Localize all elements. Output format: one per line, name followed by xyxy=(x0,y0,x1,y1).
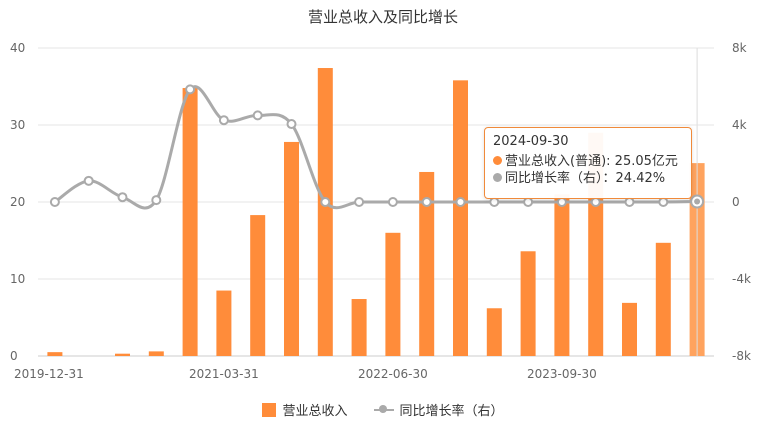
right-axis-labels: -8k -4k 0 4k 8k xyxy=(732,41,751,363)
tooltip-revenue-value: 25.05亿元 xyxy=(614,154,678,169)
right-axis-tick: 8k xyxy=(732,41,747,55)
growth-point[interactable] xyxy=(252,110,263,121)
revenue-bar[interactable] xyxy=(47,352,63,356)
growth-point[interactable] xyxy=(354,197,365,207)
x-axis-labels: 2019-12-31 2021-03-31 2022-06-30 2023-09-30 xyxy=(14,367,597,381)
revenue-bar[interactable] xyxy=(520,251,536,356)
legend-item-growth[interactable]: 同比增长率（右） xyxy=(373,400,504,419)
growth-point[interactable] xyxy=(658,197,669,207)
revenue-bar[interactable] xyxy=(419,171,435,356)
growth-point-center xyxy=(694,198,701,205)
revenue-bar[interactable] xyxy=(284,141,299,356)
revenue-bar[interactable] xyxy=(351,299,367,356)
revenue-bar[interactable] xyxy=(453,80,468,356)
revenue-bar[interactable] xyxy=(317,68,333,357)
x-axis-tick: 2021-03-31 xyxy=(189,367,259,381)
left-axis-tick: 0 xyxy=(10,349,18,363)
revenue-bar[interactable] xyxy=(148,351,164,356)
tooltip-revenue-row: 营业总收入(普通): 25.05亿元 xyxy=(493,153,683,170)
growth-point[interactable] xyxy=(387,197,398,207)
legend-label-revenue: 营业总收入 xyxy=(282,404,348,419)
revenue-bar[interactable] xyxy=(655,242,671,356)
legend-item-revenue[interactable]: 营业总收入 xyxy=(262,400,348,419)
tooltip-growth-value: 24.42% xyxy=(615,171,666,186)
growth-point[interactable] xyxy=(489,197,500,207)
left-axis-tick: 40 xyxy=(10,41,25,55)
right-axis-tick: 4k xyxy=(732,118,747,132)
legend-label-growth: 同比增长率（右） xyxy=(399,404,504,419)
x-axis-tick: 2019-12-31 xyxy=(14,367,84,381)
tooltip-growth-row: 同比增长率（右）：24.42% xyxy=(493,170,683,187)
left-axis-tick: 20 xyxy=(10,195,25,209)
growth-point[interactable] xyxy=(455,197,466,207)
revenue-bar[interactable] xyxy=(250,215,266,356)
left-axis-tick: 10 xyxy=(10,272,25,286)
revenue-bars xyxy=(47,68,705,357)
growth-point[interactable] xyxy=(590,197,601,207)
growth-point[interactable] xyxy=(523,197,534,207)
data-tooltip: 2024-09-30 营业总收入(普通): 25.05亿元 同比增长率（右）：2… xyxy=(484,127,692,199)
growth-point[interactable] xyxy=(151,195,162,206)
growth-point[interactable] xyxy=(83,175,94,186)
revenue-bar[interactable] xyxy=(554,194,570,356)
growth-point[interactable] xyxy=(624,197,635,207)
revenue-bar[interactable] xyxy=(486,308,502,356)
left-axis-labels: 0 10 20 30 40 xyxy=(10,41,25,363)
growth-point[interactable] xyxy=(49,197,60,207)
bar-swatch-icon xyxy=(262,402,277,417)
right-axis-tick: 0 xyxy=(732,195,740,209)
growth-point[interactable] xyxy=(286,119,297,130)
growth-point[interactable] xyxy=(185,84,196,95)
right-axis-tick: -8k xyxy=(732,349,751,363)
left-axis-tick: 30 xyxy=(10,118,25,132)
growth-dot-icon xyxy=(493,173,502,182)
tooltip-date: 2024-09-30 xyxy=(493,134,569,149)
revenue-bar[interactable] xyxy=(115,353,130,356)
growth-point[interactable] xyxy=(556,197,567,207)
chart-legend: 营业总收入 同比增长率（右） xyxy=(0,400,766,419)
x-axis-tick: 2023-09-30 xyxy=(527,367,597,381)
chart-title: 营业总收入及同比增长 xyxy=(307,8,458,26)
growth-line-series xyxy=(49,84,705,210)
growth-point[interactable] xyxy=(218,115,229,126)
revenue-dot-icon xyxy=(493,156,502,165)
tooltip-growth-label: 同比增长率（右） xyxy=(505,171,603,186)
line-swatch-icon xyxy=(373,403,394,417)
growth-point[interactable] xyxy=(320,197,331,207)
growth-point[interactable] xyxy=(117,192,128,203)
revenue-bar[interactable] xyxy=(622,302,637,356)
tooltip-revenue-label: 营业总收入(普通) xyxy=(505,154,607,169)
right-axis-tick: -4k xyxy=(732,272,751,286)
x-axis-tick: 2022-06-30 xyxy=(358,367,428,381)
revenue-bar[interactable] xyxy=(385,232,401,356)
revenue-bar[interactable] xyxy=(182,88,198,356)
growth-point[interactable] xyxy=(421,197,432,207)
revenue-bar[interactable] xyxy=(216,290,232,356)
